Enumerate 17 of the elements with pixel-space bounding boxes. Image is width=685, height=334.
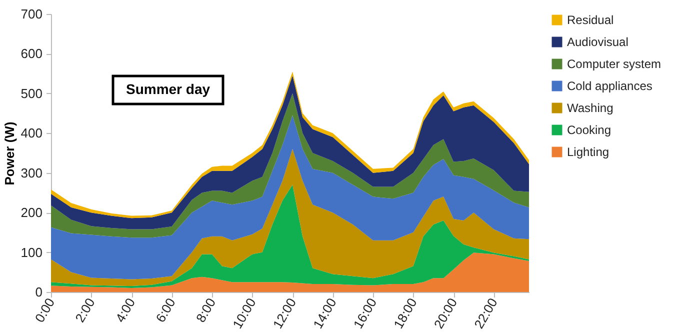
legend-label: Audiovisual <box>567 35 628 49</box>
y-tick-label: 400 <box>20 126 42 141</box>
y-tick-label: 100 <box>20 244 42 260</box>
legend-label: Cold appliances <box>567 79 652 93</box>
y-tick-label: 500 <box>20 86 42 101</box>
text: Summer day <box>126 81 210 97</box>
legend-label: Lighting <box>567 145 610 159</box>
legend-label: Residual <box>567 13 614 27</box>
y-tick-label: 300 <box>20 165 42 180</box>
y-tick-label: 700 <box>20 6 42 22</box>
y-tick-label: 200 <box>20 205 42 220</box>
y-tick-label: 0 <box>35 284 42 300</box>
y-tick-label: 600 <box>20 46 42 62</box>
y-axis-title: Power (W) <box>2 122 17 186</box>
legend-label: Washing <box>567 101 614 115</box>
legend-label: Computer system <box>567 57 662 71</box>
legend-label: Cooking <box>567 123 612 137</box>
